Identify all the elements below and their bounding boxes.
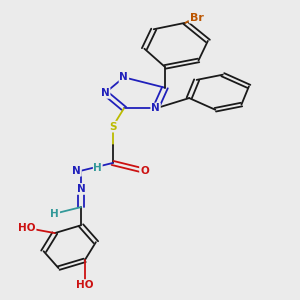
- Text: H: H: [93, 163, 102, 173]
- Text: N: N: [76, 184, 85, 194]
- Text: S: S: [109, 122, 116, 132]
- Text: N: N: [151, 103, 160, 113]
- Text: N: N: [119, 72, 128, 82]
- Text: N: N: [101, 88, 110, 98]
- Text: HO: HO: [76, 280, 93, 290]
- Text: N: N: [72, 166, 81, 176]
- Text: H: H: [50, 208, 59, 219]
- Text: HO: HO: [18, 223, 36, 233]
- Text: O: O: [140, 166, 149, 176]
- Text: Br: Br: [190, 13, 204, 22]
